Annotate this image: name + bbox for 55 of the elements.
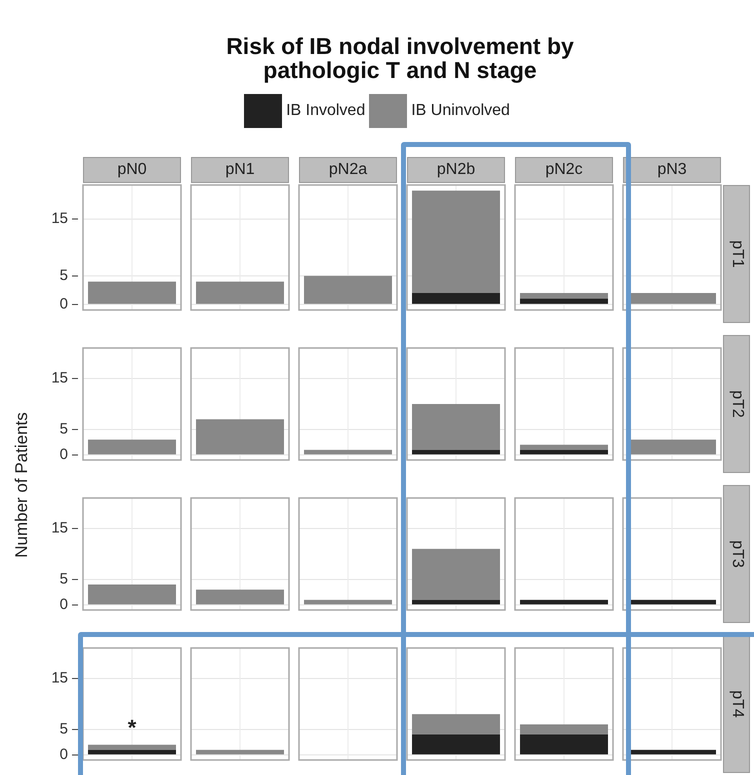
bar [196, 750, 284, 754]
bar [88, 584, 176, 604]
y-tick-label: 5 [60, 720, 68, 738]
y-tick-label: 0 [60, 446, 68, 464]
y2-axis-title: pT2 [728, 390, 746, 418]
header-strip: pT1 [723, 185, 750, 323]
y-tick-label: 15 [51, 210, 68, 228]
bar [196, 590, 284, 604]
header-strip: pN2a [299, 157, 397, 183]
bar [412, 714, 500, 735]
y-tick-label: 5 [60, 570, 68, 588]
y-tick-label: 0 [60, 596, 68, 614]
y-tick-label: 15 [51, 670, 68, 687]
y-tick-label: 0 [60, 295, 68, 312]
text: Number of Patients [12, 412, 32, 558]
bar [412, 450, 500, 454]
bar [520, 444, 608, 450]
bar [412, 734, 500, 754]
y-tick-label: 0 [60, 746, 68, 764]
bar [520, 734, 608, 754]
bar [196, 282, 284, 304]
bar [304, 600, 392, 604]
bar [88, 744, 176, 750]
bar [520, 292, 608, 299]
header-strip: pT2 [723, 335, 750, 473]
bar [88, 282, 176, 304]
bar [520, 298, 608, 304]
y-tick-label: 5 [60, 267, 68, 284]
text: Risk of IB nodal involvement by pathologic T and N stage [225, 33, 575, 83]
header-strip: pN1 [191, 157, 289, 183]
header-strip: pT3 [723, 485, 750, 623]
header-strip: pN2c [515, 157, 613, 183]
header-strip: pT4 [723, 635, 750, 773]
y-tick-label: 15 [51, 520, 68, 537]
bar [520, 724, 608, 735]
bar [520, 450, 608, 454]
bar [412, 292, 500, 304]
y-tick-label: 15 [51, 370, 68, 387]
y-tick-label: 5 [60, 420, 68, 438]
bar [304, 276, 392, 304]
bar [88, 440, 176, 454]
legend-label: IB Involved [286, 102, 366, 120]
header-strip: pN2b [407, 157, 505, 183]
bar [88, 750, 176, 754]
annotation: * [128, 714, 137, 740]
y2-axis-title: pT3 [728, 540, 746, 568]
y2-axis-title: pT1 [728, 240, 746, 268]
legend-label: IB Uninvolved [411, 102, 510, 120]
y2-axis-title: pT4 [728, 690, 746, 718]
bar [520, 600, 608, 604]
header-strip: pN3 [623, 157, 721, 183]
bar [412, 600, 500, 604]
bar [304, 450, 392, 454]
header-strip: pN0 [83, 157, 181, 183]
bar [196, 419, 284, 454]
